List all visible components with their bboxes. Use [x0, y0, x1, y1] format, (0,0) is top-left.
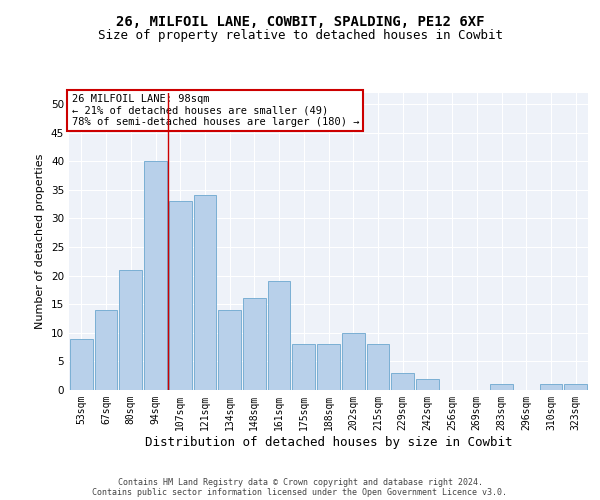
Text: 26 MILFOIL LANE: 98sqm
← 21% of detached houses are smaller (49)
78% of semi-det: 26 MILFOIL LANE: 98sqm ← 21% of detached…: [71, 94, 359, 127]
Y-axis label: Number of detached properties: Number of detached properties: [35, 154, 46, 329]
Bar: [119, 270, 142, 390]
Bar: [243, 298, 266, 390]
Text: Contains HM Land Registry data © Crown copyright and database right 2024.
Contai: Contains HM Land Registry data © Crown c…: [92, 478, 508, 497]
Bar: [169, 201, 191, 390]
Bar: [416, 378, 439, 390]
Bar: [268, 282, 290, 390]
Bar: [342, 333, 365, 390]
Bar: [564, 384, 587, 390]
Bar: [144, 161, 167, 390]
Text: Size of property relative to detached houses in Cowbit: Size of property relative to detached ho…: [97, 30, 503, 43]
Bar: [194, 196, 216, 390]
Bar: [95, 310, 118, 390]
Bar: [292, 344, 315, 390]
Bar: [218, 310, 241, 390]
Bar: [317, 344, 340, 390]
Text: 26, MILFOIL LANE, COWBIT, SPALDING, PE12 6XF: 26, MILFOIL LANE, COWBIT, SPALDING, PE12…: [116, 16, 484, 30]
Bar: [539, 384, 562, 390]
Bar: [391, 373, 414, 390]
Bar: [490, 384, 513, 390]
Text: Distribution of detached houses by size in Cowbit: Distribution of detached houses by size …: [145, 436, 512, 449]
Bar: [70, 338, 93, 390]
Bar: [367, 344, 389, 390]
